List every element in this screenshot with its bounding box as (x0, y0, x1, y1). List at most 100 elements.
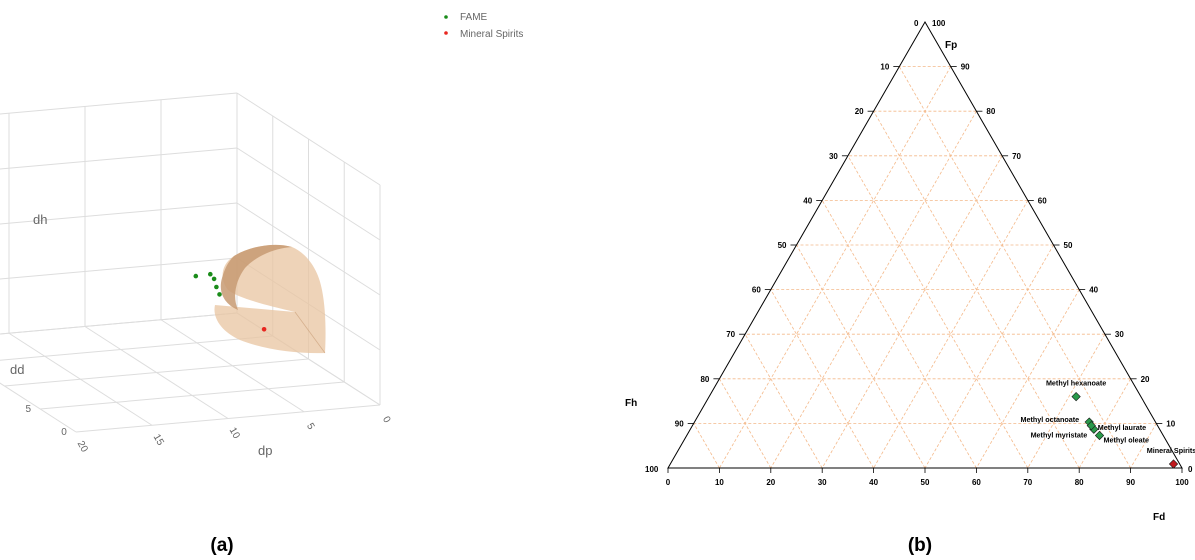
grid-line (0, 202, 238, 225)
grid-line (84, 326, 229, 419)
point-label: Methyl laurate (1098, 423, 1146, 432)
grid-line (0, 92, 238, 115)
tick-label-right: 50 (1064, 241, 1073, 250)
ternary-grid-line (719, 66, 952, 469)
ternary-grid-line (1027, 334, 1106, 469)
vertex-value-top-left: 0 (914, 19, 919, 28)
ternary-grid-line (796, 244, 926, 469)
vertex-value-top-right: 100 (932, 19, 946, 28)
tick-label-left: 60 (752, 286, 761, 295)
point-label: Methyl hexanoate (1046, 379, 1106, 388)
tick-label-left: 90 (675, 419, 684, 428)
grid-line (8, 332, 153, 426)
grid-line (0, 312, 238, 335)
grid-line (0, 147, 238, 170)
vertex-label-fd: Fd (1153, 512, 1165, 523)
ternary-grid-line (1078, 378, 1131, 469)
grid-line (236, 147, 381, 241)
data-point-fame (208, 271, 213, 277)
ternary-grid-line (898, 66, 1131, 469)
grid-line (0, 382, 77, 433)
sphere-edge-line (294, 311, 326, 354)
data-point-fame (193, 273, 199, 279)
tick-label-bottom: 20 (766, 478, 775, 487)
tick-label-bottom: 80 (1075, 478, 1084, 487)
point-label: Methyl myristate (1031, 431, 1088, 440)
data-point-fame (214, 284, 219, 290)
grid-line (236, 202, 381, 296)
data-point-fame (217, 292, 222, 297)
tick-label-left: 10 (880, 63, 889, 72)
grid-line (0, 335, 273, 361)
legend-marker-fame (444, 15, 448, 19)
point-label: Methyl oleate (1104, 435, 1150, 444)
ternary-grid-line (924, 244, 1054, 469)
panel-label-b: (b) (908, 535, 932, 556)
tick-label-left: 80 (700, 375, 709, 384)
legend-entry-mineral-spirits: Mineral Spirits (460, 29, 523, 40)
ternary-triangle (667, 20, 1183, 469)
tick-label-right: 30 (1115, 330, 1124, 339)
ternary-grid (693, 66, 1157, 469)
axis-label-dp: dp (258, 443, 272, 458)
tick-label-bottom: 70 (1023, 478, 1032, 487)
tick-label-left: 70 (726, 330, 735, 339)
data-point-mineral-spirits (261, 327, 267, 332)
vertex-value-right: 0 (1188, 465, 1193, 474)
marker-methyl-myristate (1086, 421, 1096, 431)
point-label: Methyl octanoate (1020, 415, 1079, 424)
panel-label-a: (a) (210, 535, 233, 556)
tick-label-right: 70 (1012, 152, 1021, 161)
tick-dp: 20 (75, 439, 90, 455)
solubility-sphere (214, 244, 326, 354)
tick-label-bottom: 50 (921, 478, 930, 487)
tick-label-right: 80 (986, 107, 995, 116)
tick-label-bottom: 100 (1175, 478, 1189, 487)
tick-dd: 5 (25, 404, 31, 415)
data-point-fame (211, 276, 217, 282)
chart-3d-scatter: 20151050051015205101520 dh dd dp FAME Mi… (0, 12, 523, 556)
legend-marker-mineral-spirits (444, 31, 448, 35)
tick-dp: 5 (304, 421, 317, 432)
tick-label-bottom: 60 (972, 478, 981, 487)
ternary-grid-line (693, 423, 720, 469)
grid-line (0, 312, 238, 335)
tick-dd: 0 (61, 427, 67, 438)
tick-label-bottom: 10 (715, 478, 724, 487)
ternary-points: Methyl hexanoate Methyl octanoate Methyl l… (1020, 379, 1195, 469)
tick-label-right: 90 (961, 63, 970, 72)
tick-label-right: 20 (1141, 375, 1150, 384)
tick-label-left: 30 (829, 152, 838, 161)
tick-label-right: 10 (1166, 419, 1175, 428)
points-3d (193, 271, 267, 332)
tick-label-bottom: 0 (666, 478, 671, 487)
grid-3d (0, 92, 381, 433)
tick-label-left: 50 (778, 241, 787, 250)
sphere-rim (220, 244, 292, 310)
tick-label-bottom: 90 (1126, 478, 1135, 487)
marker-mineral-spirits (1168, 459, 1179, 469)
tick-dp: 10 (227, 426, 242, 442)
point-label: Mineral Spirits (1147, 446, 1195, 455)
tick-label-bottom: 40 (869, 478, 878, 487)
tick-label-right: 40 (1089, 286, 1098, 295)
axis-label-dd: dd (10, 362, 24, 377)
chart-ternary: 0 10 20 30 40 50 60 70 80 90 100102030405060708090… (625, 19, 1195, 556)
axis-label-dh: dh (33, 212, 47, 227)
legend: FAME Mineral Spirits (444, 12, 523, 40)
tick-dp: 0 (380, 415, 393, 426)
ternary-grid-line (719, 378, 772, 469)
tick-label-left: 20 (855, 107, 864, 116)
ternary-grid-line (744, 334, 823, 469)
ternary-grid-line (770, 289, 874, 469)
grid-line (236, 92, 381, 186)
ternary-grid-line (821, 155, 1003, 469)
tick-label-bottom: 30 (818, 478, 827, 487)
ternary-grid-line (847, 155, 1029, 469)
tick-label-right: 60 (1038, 196, 1047, 205)
ternary-grid-line (1130, 423, 1157, 469)
grid-line (0, 257, 238, 280)
ticks-3d: 20151050051015205101520 (25, 404, 393, 455)
marker-methyl-oleate (1094, 430, 1105, 441)
